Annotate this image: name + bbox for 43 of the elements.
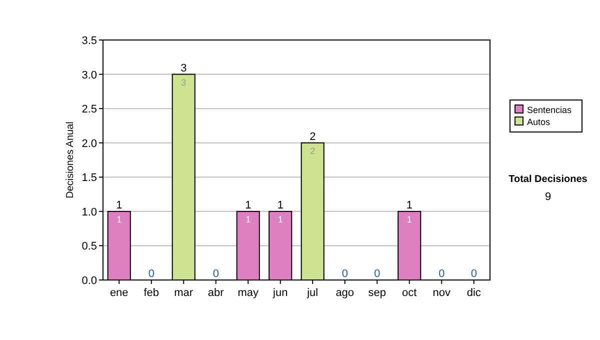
y-axis-title: Decisiones Anual [65,122,76,198]
legend-label: Sentencias [527,105,572,115]
data-label: 2 [310,146,316,156]
total-label: 1 [277,199,284,212]
data-label: 1 [246,214,251,224]
text: 9 [544,191,552,203]
x-tick-label: ene [110,287,128,299]
x-tick-label: may [238,287,260,299]
x-tick-label: nov [432,287,451,299]
x-tick-label: jul [306,287,318,299]
text: 0.5 [82,240,97,253]
text: 2.0 [82,138,97,150]
total-label: 1 [116,199,122,212]
total-label: 1 [245,199,252,212]
total-label: 0 [438,268,445,280]
x-tick-label: sep [368,287,386,299]
text: 1.5 [82,172,97,184]
total-label: 0 [374,268,380,280]
x-tick-label: feb [144,287,160,299]
text: 3.5 [82,35,97,47]
text: Total Decisiones [508,174,588,185]
total-label: 0 [470,268,477,280]
x-tick-label: oct [402,287,417,299]
total-label: 3 [180,62,187,74]
data-label: 3 [181,77,186,88]
text: 3.0 [82,69,97,82]
x-tick-label: mar [174,287,194,299]
total-label: 0 [212,268,219,280]
data-label: 1 [116,214,122,224]
x-tick-label: jun [272,287,288,299]
x-tick-label: ago [336,287,354,299]
text: 2.5 [82,104,97,116]
text: 1.0 [82,206,97,218]
total-label: 1 [406,199,412,212]
total-label: 2 [310,130,316,143]
data-label: 1 [406,214,412,224]
total-label: 0 [342,268,348,280]
data-label: 1 [278,214,283,224]
text: 0.0 [82,275,97,287]
total-label: 0 [148,268,154,280]
legend-label: Autos [527,117,551,127]
x-tick-label: dic [466,287,482,299]
x-tick-label: abr [208,287,224,299]
